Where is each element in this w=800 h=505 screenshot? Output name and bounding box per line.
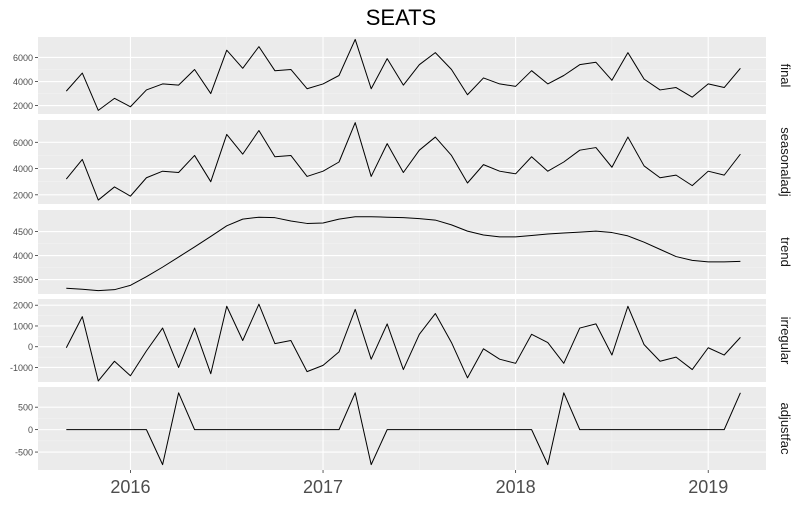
y-tick-label: 2000 xyxy=(13,190,33,200)
strip-label-irregular: irregular xyxy=(778,317,793,365)
series-line-adjustfac xyxy=(66,392,741,466)
strip-label-adjustfac: adjustfac xyxy=(778,402,793,455)
y-tick-label: 2000 xyxy=(13,301,33,311)
y-tick-label: 4000 xyxy=(13,164,33,174)
y-tick-label: -500 xyxy=(15,448,33,458)
panel-background xyxy=(38,387,766,470)
series-line-irregular xyxy=(65,303,741,382)
y-tick-label: 4500 xyxy=(13,227,33,237)
panel-adjustfac: -500 0 500 adjustfac xyxy=(15,387,793,470)
series-line-final xyxy=(65,38,741,111)
panel-irregular: -1000 0 1000 2000 irregular xyxy=(10,299,793,382)
y-tick-label: 500 xyxy=(18,403,33,413)
y-tick-label: 3500 xyxy=(13,275,33,285)
panel-background xyxy=(38,120,766,204)
x-axis: 2016 2017 2018 2019 xyxy=(110,470,728,497)
y-tick-label: 4000 xyxy=(13,77,33,87)
x-tick-label: 2017 xyxy=(303,477,343,497)
y-tick-label: 1000 xyxy=(13,321,33,331)
chart-title: SEATS xyxy=(366,5,437,30)
series-line-seasonaladj xyxy=(65,122,741,201)
y-tick-label: 0 xyxy=(28,425,33,435)
panel-background xyxy=(38,210,766,294)
panel-background xyxy=(38,299,766,382)
x-tick-label: 2016 xyxy=(110,477,150,497)
y-tick-label: 6000 xyxy=(13,53,33,63)
y-tick-label: 0 xyxy=(28,342,33,352)
panel-final: 2000 4000 6000 final xyxy=(13,37,793,114)
panel-seasonaladj: 2000 4000 6000 seasonaladj xyxy=(13,120,793,204)
x-tick-label: 2018 xyxy=(496,477,536,497)
y-tick-label: 4000 xyxy=(13,251,33,261)
y-tick-label: 6000 xyxy=(13,138,33,148)
y-tick-label: -1000 xyxy=(10,363,33,373)
series-line-trend xyxy=(66,216,741,292)
panel-trend: 3500 4000 4500 trend xyxy=(13,210,793,294)
strip-label-seasonaladj: seasonaladj xyxy=(778,127,793,196)
strip-label-final: final xyxy=(778,64,793,88)
strip-label-trend: trend xyxy=(778,237,793,267)
panel-background xyxy=(38,37,766,114)
panels-layer: 2000 4000 6000 final 2000 4000 6000 seasonaladj… xyxy=(10,37,793,470)
x-tick-label: 2019 xyxy=(688,477,728,497)
y-tick-label: 2000 xyxy=(13,101,33,111)
